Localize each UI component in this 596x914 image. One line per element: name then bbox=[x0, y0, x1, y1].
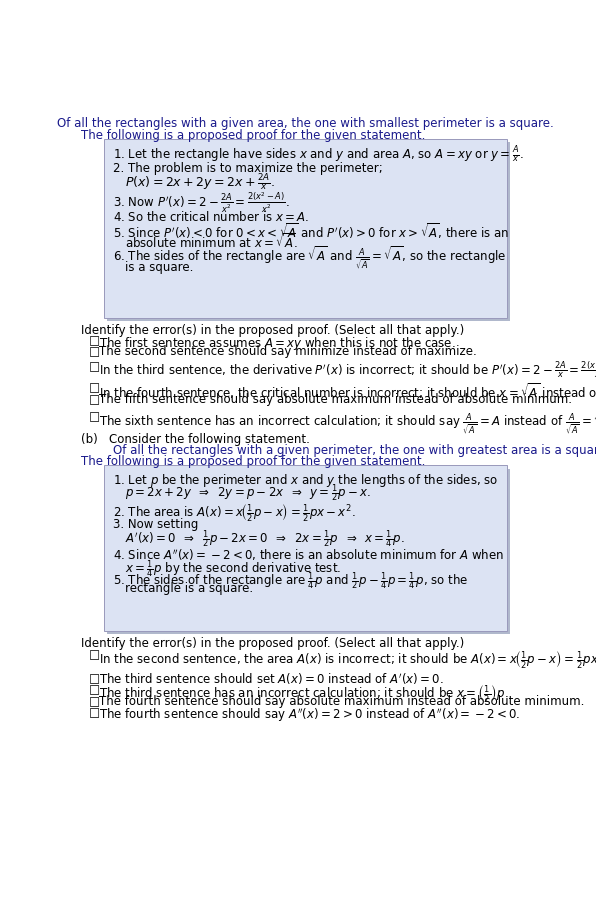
Text: □: □ bbox=[88, 360, 100, 373]
Text: The sixth sentence has an incorrect calculation; it should say $\frac{A}{\sqrt{A: The sixth sentence has an incorrect calc… bbox=[100, 410, 596, 436]
Text: The following is a proposed proof for the given statement.: The following is a proposed proof for th… bbox=[80, 129, 425, 142]
Text: The third sentence should set $A(x) = 0$ instead of $A'(x) = 0$.: The third sentence should set $A(x) = 0$… bbox=[100, 672, 444, 687]
Text: Identify the error(s) in the proposed proof. (Select all that apply.): Identify the error(s) in the proposed pr… bbox=[80, 324, 464, 336]
Text: □: □ bbox=[88, 649, 100, 662]
Text: In the second sentence, the area $A(x)$ is incorrect; it should be $A(x) = x\!\l: In the second sentence, the area $A(x)$ … bbox=[100, 649, 596, 670]
Text: absolute minimum at $x = \sqrt{A}$.: absolute minimum at $x = \sqrt{A}$. bbox=[125, 232, 298, 250]
Text: □: □ bbox=[88, 345, 100, 358]
Text: $A'(x) = 0 \;\; \Rightarrow \;\; \frac{1}{2}p - 2x = 0 \;\; \Rightarrow \;\; 2x : $A'(x) = 0 \;\; \Rightarrow \;\; \frac{1… bbox=[125, 528, 405, 550]
Text: The fifth sentence should say absolute maximum instead of absolute minimum.: The fifth sentence should say absolute m… bbox=[100, 393, 572, 406]
FancyBboxPatch shape bbox=[107, 142, 510, 321]
Text: 2. The problem is to maximize the perimeter;: 2. The problem is to maximize the perime… bbox=[113, 162, 383, 175]
Text: In the third sentence, the derivative $P'(x)$ is incorrect; it should be $P'(x) : In the third sentence, the derivative $P… bbox=[100, 360, 596, 380]
Text: 1. Let $p$ be the perimeter and $x$ and $y$ the lengths of the sides, so: 1. Let $p$ be the perimeter and $x$ and … bbox=[113, 472, 499, 489]
Text: 3. Now setting: 3. Now setting bbox=[113, 517, 198, 531]
Text: □: □ bbox=[88, 393, 100, 406]
Text: $x = \frac{1}{4}p$ by the second derivative test.: $x = \frac{1}{4}p$ by the second derivat… bbox=[125, 558, 341, 579]
Text: □: □ bbox=[88, 707, 100, 719]
Text: 4. Since $A''(x) = -2 < 0$, there is an absolute minimum for $A$ when: 4. Since $A''(x) = -2 < 0$, there is an … bbox=[113, 547, 504, 562]
Text: $p = 2x + 2y \;\; \Rightarrow \;\; 2y = p - 2x \;\; \Rightarrow \;\; y = \frac{1: $p = 2x + 2y \;\; \Rightarrow \;\; 2y = … bbox=[125, 483, 371, 504]
FancyBboxPatch shape bbox=[104, 465, 507, 631]
Text: The second sentence should say minimize instead of maximize.: The second sentence should say minimize … bbox=[100, 345, 477, 358]
Text: 5. The sides of the rectangle are $\frac{1}{4}p$ and $\frac{1}{2}p - \frac{1}{4}: 5. The sides of the rectangle are $\frac… bbox=[113, 570, 468, 592]
Text: Of all the rectangles with a given perimeter, the one with greatest area is a sq: Of all the rectangles with a given perim… bbox=[113, 444, 596, 457]
Text: □: □ bbox=[88, 335, 100, 347]
Text: In the fourth sentence, the critical number is incorrect; it should be $x = \sqr: In the fourth sentence, the critical num… bbox=[100, 381, 596, 401]
Text: $P(x) = 2x + 2y = 2x + \frac{2A}{x}.$: $P(x) = 2x + 2y = 2x + \frac{2A}{x}.$ bbox=[125, 173, 275, 194]
Text: 5. Since $P'(x) < 0$ for $0 < x < \sqrt{A}$ and $P'(x) > 0$ for $x > \sqrt{A}$, : 5. Since $P'(x) < 0$ for $0 < x < \sqrt{… bbox=[113, 221, 510, 241]
Text: is a square.: is a square. bbox=[125, 260, 193, 273]
Text: □: □ bbox=[88, 410, 100, 423]
Text: □: □ bbox=[88, 672, 100, 685]
Text: □: □ bbox=[88, 695, 100, 707]
Text: The following is a proposed proof for the given statement.: The following is a proposed proof for th… bbox=[80, 455, 425, 468]
Text: The fourth sentence should say $A''(x) = 2 > 0$ instead of $A''(x) = -2 < 0$.: The fourth sentence should say $A''(x) =… bbox=[100, 707, 521, 724]
Text: 6. The sides of the rectangle are $\sqrt{A}$ and $\frac{A}{\sqrt{A}} = \sqrt{A}$: 6. The sides of the rectangle are $\sqrt… bbox=[113, 245, 507, 271]
FancyBboxPatch shape bbox=[107, 469, 510, 634]
Text: Identify the error(s) in the proposed proof. (Select all that apply.): Identify the error(s) in the proposed pr… bbox=[80, 637, 464, 650]
Text: rectangle is a square.: rectangle is a square. bbox=[125, 581, 253, 595]
Text: □: □ bbox=[88, 381, 100, 395]
Text: The first sentence assumes $A = xy$ when this is not the case.: The first sentence assumes $A = xy$ when… bbox=[100, 335, 456, 352]
Text: 2. The area is $A(x) = x\!\left(\frac{1}{2}p - x\right) = \frac{1}{2}px - x^2.$: 2. The area is $A(x) = x\!\left(\frac{1}… bbox=[113, 503, 356, 524]
Text: The fourth sentence should say absolute maximum instead of absolute minimum.: The fourth sentence should say absolute … bbox=[100, 695, 585, 707]
FancyBboxPatch shape bbox=[104, 139, 507, 317]
Text: The third sentence has an incorrect calculation; it should be $x = \left(\frac{1: The third sentence has an incorrect calc… bbox=[100, 684, 509, 705]
Text: (b)   Consider the following statement.: (b) Consider the following statement. bbox=[80, 433, 309, 446]
Text: Of all the rectangles with a given area, the one with smallest perimeter is a sq: Of all the rectangles with a given area,… bbox=[57, 117, 554, 131]
Text: 1. Let the rectangle have sides $x$ and $y$ and area $A$, so $A = xy$ or $y = \f: 1. Let the rectangle have sides $x$ and … bbox=[113, 145, 524, 165]
Text: 4. So the critical number is $x = A$.: 4. So the critical number is $x = A$. bbox=[113, 210, 309, 224]
Text: □: □ bbox=[88, 684, 100, 696]
Text: 3. Now $P'(x) = 2 - \frac{2A}{x^2} = \frac{2(x^2 - A)}{x^2}$.: 3. Now $P'(x) = 2 - \frac{2A}{x^2} = \fr… bbox=[113, 190, 290, 215]
